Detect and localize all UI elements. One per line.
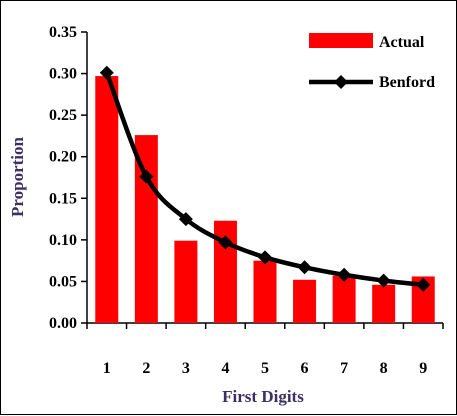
benford-point-marker [139,169,154,184]
x-tick-label: 3 [182,360,190,377]
benford-point-marker [337,267,352,282]
y-tick-label: 0.35 [49,24,77,41]
x-tick-label: 8 [380,360,388,377]
legend-swatch-actual [309,33,373,48]
bar-actual [253,260,277,323]
x-tick-label: 5 [261,360,269,377]
legend: Actual Benford [309,33,435,91]
x-tick-label: 9 [419,360,427,377]
x-tick-label: 7 [340,360,348,377]
benford-point-marker [376,273,391,288]
y-axis-title: Proportion [8,136,27,217]
bars [95,76,435,324]
y-tick-label: 0.30 [49,66,77,83]
x-tick-label: 6 [301,360,309,377]
bar-actual [372,284,396,323]
benford-point-marker [297,260,312,275]
benford-point-marker [416,277,431,292]
y-tick-label: 0.15 [49,190,77,207]
benford-point-marker [178,212,193,227]
x-tick-label: 1 [103,360,111,377]
bar-actual [174,240,198,323]
y-tick-label: 0.05 [49,273,77,290]
legend-swatch-benford-marker [334,75,348,89]
x-ticks: 1 2 3 4 5 6 7 8 9 [86,323,444,377]
y-ticks: 0.00 0.05 0.10 0.15 0.20 0.25 0.30 0.35 [49,24,87,332]
bar-actual [134,135,158,323]
benford-point-marker [99,65,114,80]
y-tick-label: 0.10 [49,232,77,249]
y-tick-label: 0.25 [49,107,77,124]
x-tick-label: 4 [221,360,229,377]
x-axis-title: First Digits [222,387,304,406]
y-tick-label: 0.20 [49,149,77,166]
legend-label-actual: Actual [379,34,425,51]
legend-label-benford: Benford [379,74,435,91]
bar-actual [332,275,356,323]
benford-line-series [99,65,431,292]
x-tick-label: 2 [142,360,150,377]
bar-actual [95,76,119,324]
y-tick-label: 0.00 [49,315,77,332]
bar-actual [293,279,317,323]
benford-point-marker [218,235,233,250]
bar-actual [411,276,435,323]
benford-point-marker [258,250,272,265]
